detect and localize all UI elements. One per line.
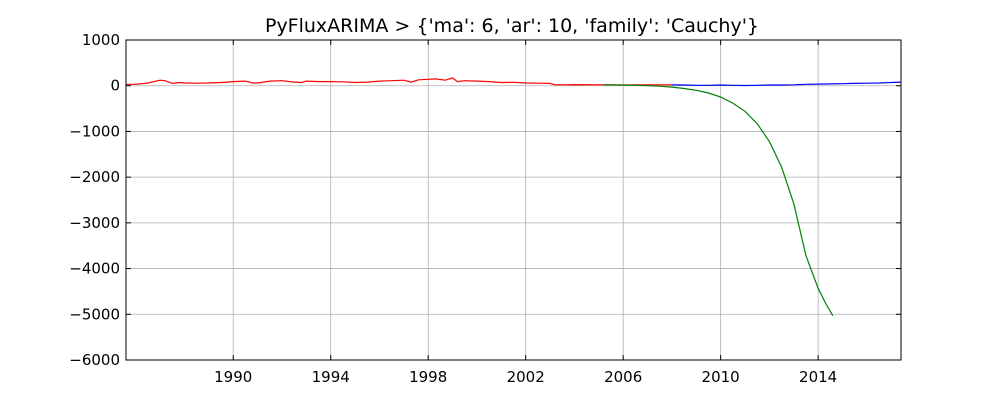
x-tick-labels: 1990 1994 1998 2002 2006 2010 2014	[214, 368, 837, 386]
x-tick-label: 1990	[214, 368, 252, 386]
grid	[126, 39, 901, 361]
y-tick-label: −5000	[69, 305, 120, 323]
series-line-1	[671, 81, 901, 87]
x-tick-label: 2006	[604, 368, 642, 386]
x-tick-label: 1998	[409, 368, 447, 386]
y-tick-label: −3000	[69, 214, 120, 232]
y-tick-label: 1000	[82, 31, 120, 49]
y-tick-label: −2000	[69, 168, 120, 186]
x-tick-label: 2010	[702, 368, 740, 386]
y-tick-label: −1000	[69, 122, 120, 140]
y-tick-label: −4000	[69, 260, 120, 278]
x-tick-label: 2002	[507, 368, 545, 386]
y-tick-labels: 1000 0 −1000 −2000 −3000 −4000 −5000 −6000	[69, 31, 120, 369]
tick-layer	[126, 39, 901, 361]
series-layer	[126, 77, 901, 317]
y-tick-label: 0	[110, 77, 120, 95]
series-line-2	[603, 84, 834, 317]
y-tick-label: −6000	[69, 351, 120, 369]
series-line-0	[126, 77, 672, 86]
x-tick-label: 2014	[799, 368, 837, 386]
chart-title: PyFluxARIMA > {'ma': 6, 'ar': 10, 'famil…	[265, 15, 759, 37]
x-tick-label: 1994	[312, 368, 350, 386]
plot-frame	[125, 39, 902, 361]
